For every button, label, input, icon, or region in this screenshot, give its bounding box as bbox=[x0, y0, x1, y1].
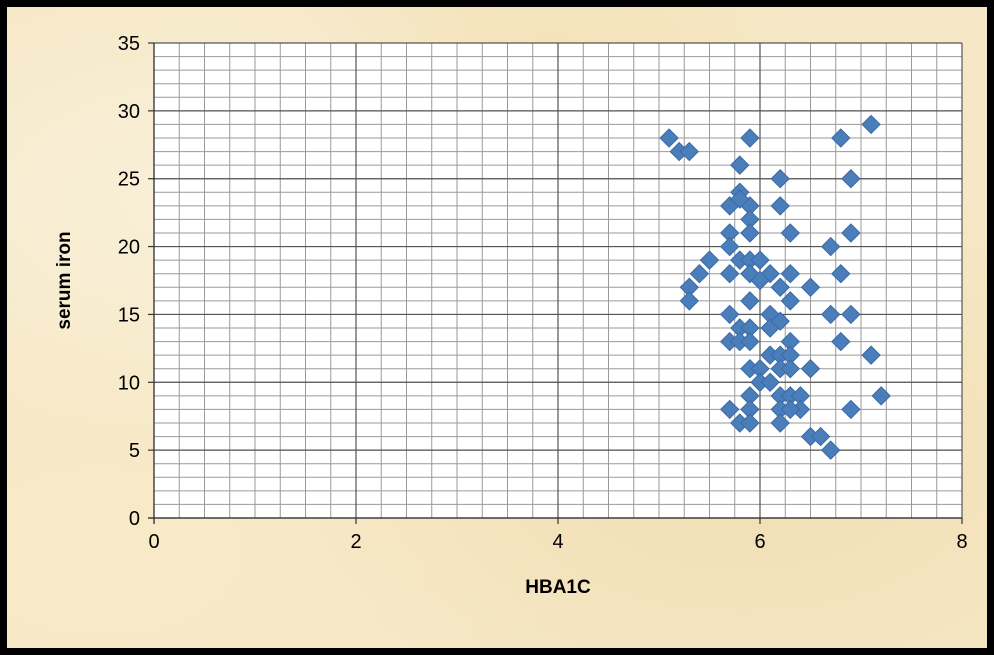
data-point bbox=[780, 223, 801, 243]
data-point bbox=[780, 399, 801, 420]
data-point bbox=[760, 372, 780, 392]
data-point bbox=[770, 169, 790, 189]
y-tick-label: 5 bbox=[129, 440, 140, 462]
axes bbox=[148, 42, 963, 524]
data-point bbox=[740, 223, 760, 243]
data-point bbox=[719, 304, 740, 325]
x-tick-label: 6 bbox=[754, 531, 765, 553]
x-axis-title: HBA1C bbox=[525, 577, 591, 598]
data-point bbox=[699, 250, 720, 270]
data-point bbox=[820, 236, 841, 257]
data-point bbox=[800, 359, 821, 379]
y-tick-label: 25 bbox=[118, 169, 140, 191]
x-tick-label: 0 bbox=[148, 531, 159, 553]
data-point bbox=[780, 359, 801, 379]
data-point bbox=[750, 250, 770, 270]
data-point bbox=[831, 264, 851, 284]
data-point bbox=[871, 386, 891, 406]
x-tick-label: 2 bbox=[350, 531, 361, 553]
data-point bbox=[689, 264, 710, 284]
data-point bbox=[861, 114, 881, 135]
data-point bbox=[841, 399, 861, 420]
data-point bbox=[810, 426, 831, 447]
data-point bbox=[730, 189, 750, 209]
data-point bbox=[800, 277, 821, 297]
data-point bbox=[719, 399, 740, 420]
data-point bbox=[831, 128, 851, 148]
y-tick-label: 30 bbox=[118, 101, 140, 123]
data-point bbox=[831, 331, 851, 352]
data-point bbox=[841, 223, 861, 243]
y-tick-label: 15 bbox=[118, 304, 140, 326]
data-point bbox=[719, 236, 740, 257]
y-axis-title: serum iron bbox=[54, 231, 75, 329]
data-point bbox=[750, 270, 770, 291]
data-point bbox=[659, 128, 679, 148]
data-point bbox=[740, 291, 760, 311]
y-tick-label: 20 bbox=[118, 237, 140, 259]
data-point bbox=[780, 291, 801, 311]
data-point bbox=[820, 304, 841, 325]
y-tick-label: 0 bbox=[129, 508, 140, 530]
tick-labels: 0 2 4 6 8 0 5 10 15 20 25 30 35 bbox=[118, 33, 968, 553]
y-tick-label: 35 bbox=[118, 33, 140, 55]
data-point bbox=[719, 264, 740, 284]
data-point bbox=[861, 345, 881, 365]
data-points bbox=[659, 114, 891, 460]
data-point bbox=[841, 169, 861, 189]
grid-lines bbox=[153, 42, 963, 519]
data-point bbox=[740, 128, 760, 148]
x-tick-label: 8 bbox=[956, 531, 967, 553]
data-point bbox=[770, 311, 790, 331]
x-tick-label: 4 bbox=[552, 531, 563, 553]
data-point bbox=[770, 413, 790, 433]
data-point bbox=[730, 155, 750, 175]
chart-panel: 0 2 4 6 8 0 5 10 15 20 25 30 35 HBA1C serum iron bbox=[7, 7, 987, 648]
y-tick-label: 10 bbox=[118, 372, 140, 394]
data-point bbox=[740, 331, 760, 352]
data-point bbox=[679, 291, 700, 311]
scatter-chart: 0 2 4 6 8 0 5 10 15 20 25 30 35 HBA1C serum iron bbox=[54, 33, 968, 598]
data-point bbox=[770, 196, 790, 216]
data-point bbox=[740, 413, 760, 433]
data-point bbox=[820, 440, 841, 460]
data-point bbox=[679, 141, 700, 162]
data-point bbox=[780, 264, 801, 284]
data-point bbox=[841, 304, 861, 325]
data-point bbox=[770, 277, 790, 297]
